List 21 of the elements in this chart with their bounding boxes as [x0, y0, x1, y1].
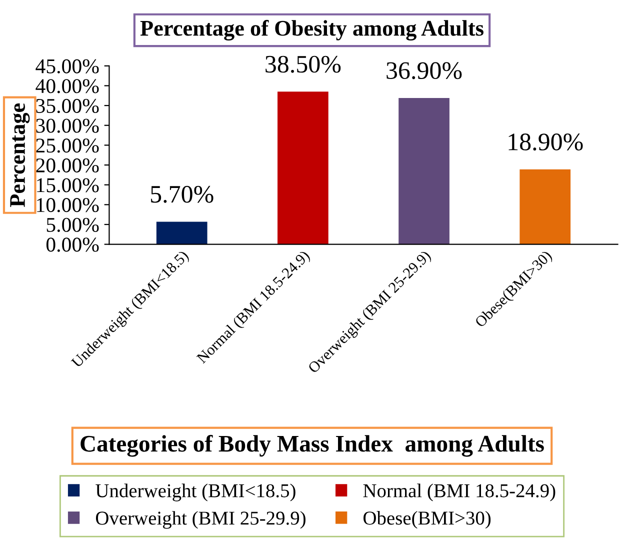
y-tick-label: 10.00% — [37, 198, 99, 212]
legend-label: Normal (BMI 18.5-24.9) — [363, 484, 556, 502]
y-tick-label: 5.00% — [46, 218, 99, 232]
x-axis-title: Categories of Body Mass Index among Adults — [80, 434, 544, 457]
data-label: 36.90% — [386, 62, 462, 80]
y-tick-label: 15.00% — [37, 178, 99, 192]
y-tick-label: 20.00% — [36, 158, 99, 173]
y-tick-label: 40.00% — [36, 79, 99, 94]
y-tick-label: 45.00% — [36, 59, 99, 74]
data-label: 38.50% — [266, 56, 341, 73]
y-tick-label: 25.00% — [36, 138, 99, 153]
y-tick-label: 0.00% — [46, 238, 99, 252]
y-tick-label: 30.00% — [36, 118, 99, 133]
chart-title: Percentage of Obesity among Adults — [140, 20, 484, 40]
data-label: 18.90% — [508, 134, 583, 151]
data-label: 5.70% — [151, 186, 214, 203]
legend-label: Obese(BMI>30) — [364, 511, 491, 529]
y-axis-title: Percentage — [10, 103, 30, 207]
legend-label: Underweight (BMI<18.5) — [96, 484, 296, 502]
legend-label: Overweight (BMI 25-29.9) — [96, 511, 306, 529]
y-tick-label: 35.00% — [36, 98, 99, 114]
